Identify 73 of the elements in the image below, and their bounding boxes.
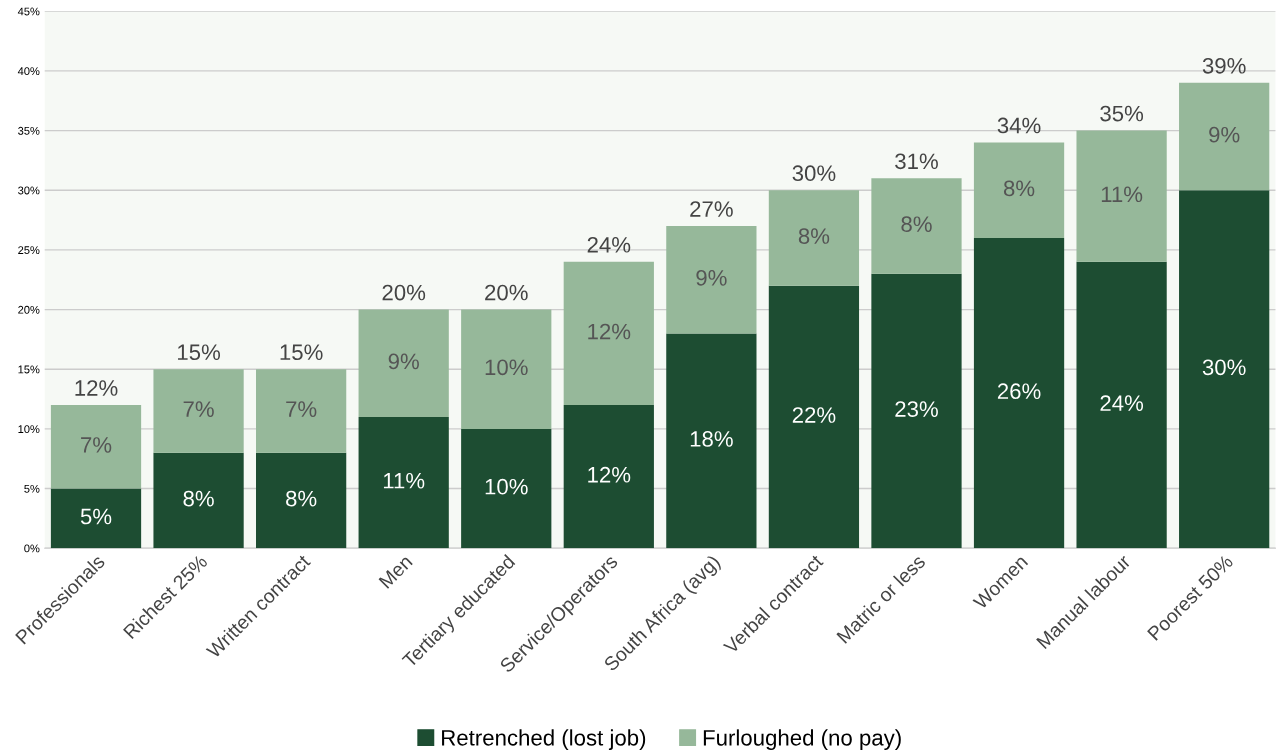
total-label: 20% xyxy=(485,284,528,301)
bar xyxy=(1076,261,1167,549)
bar xyxy=(50,488,142,549)
data-label: 26% xyxy=(997,383,1041,400)
bar xyxy=(768,285,860,549)
bar xyxy=(1179,190,1270,549)
total-label: 34% xyxy=(997,117,1041,134)
y-tick-label: 35% xyxy=(18,126,40,135)
data-label: 30% xyxy=(1202,359,1246,376)
bar xyxy=(768,190,860,286)
data-label: 18% xyxy=(690,431,733,447)
y-tick-label: 40% xyxy=(17,67,40,76)
data-label: 7% xyxy=(183,401,214,417)
data-label: 12% xyxy=(588,323,631,340)
x-tick-label: Men xyxy=(378,554,413,589)
data-label: 9% xyxy=(1209,126,1240,143)
data-label: 8% xyxy=(286,490,317,507)
bar xyxy=(1179,82,1270,191)
legend-label: Furloughed (no pay) xyxy=(703,729,901,751)
data-label: 23% xyxy=(895,401,938,417)
bar xyxy=(50,405,142,489)
data-label: 7% xyxy=(81,437,112,453)
bar xyxy=(1076,130,1167,262)
y-tick-label: 45% xyxy=(17,7,40,16)
bar xyxy=(153,452,244,549)
data-label: 11% xyxy=(1101,186,1143,203)
bar xyxy=(871,273,962,549)
total-label: 15% xyxy=(178,344,221,361)
legend-label: Retrenched (lost job) xyxy=(442,729,646,751)
data-label: 11% xyxy=(383,472,425,489)
data-label: 9% xyxy=(696,269,727,286)
bar xyxy=(358,416,449,549)
bar xyxy=(461,309,552,429)
y-tick-label: 10% xyxy=(18,425,40,434)
bar xyxy=(256,452,347,549)
total-label: 39% xyxy=(1202,57,1246,74)
data-label: 8% xyxy=(901,216,932,233)
data-label: 10% xyxy=(485,359,528,376)
y-tick-label: 0% xyxy=(24,544,40,553)
data-label: 24% xyxy=(1100,395,1144,411)
y-tick-label: 20% xyxy=(18,305,40,314)
data-label: 22% xyxy=(792,407,836,423)
bar xyxy=(563,405,654,549)
bar xyxy=(461,428,552,549)
total-label: 31% xyxy=(895,153,938,170)
y-tick-label: 5% xyxy=(24,484,40,493)
total-label: 30% xyxy=(792,165,836,182)
data-label: 8% xyxy=(1003,180,1035,197)
data-label: 7% xyxy=(286,401,317,417)
total-label: 27% xyxy=(690,201,733,217)
total-label: 24% xyxy=(587,236,631,253)
data-label: 9% xyxy=(388,353,419,370)
data-label: 12% xyxy=(588,466,631,483)
bar xyxy=(153,369,244,453)
data-label: 10% xyxy=(485,478,528,495)
data-label: 8% xyxy=(183,490,214,507)
bar xyxy=(358,309,449,417)
total-label: 20% xyxy=(382,284,426,301)
total-label: 35% xyxy=(1100,105,1144,122)
total-label: 15% xyxy=(280,344,323,361)
total-label: 12% xyxy=(75,380,118,396)
bar xyxy=(973,142,1065,238)
y-tick-label: 25% xyxy=(18,246,40,255)
y-tick-label: 15% xyxy=(18,365,40,374)
y-tick-label: 30% xyxy=(18,186,40,195)
bar xyxy=(973,237,1065,549)
bar xyxy=(666,226,757,334)
bar xyxy=(256,369,347,453)
bar xyxy=(666,333,757,549)
data-label: 8% xyxy=(798,228,830,244)
data-label: 5% xyxy=(80,508,112,525)
bar xyxy=(563,261,654,406)
bar xyxy=(871,178,962,274)
